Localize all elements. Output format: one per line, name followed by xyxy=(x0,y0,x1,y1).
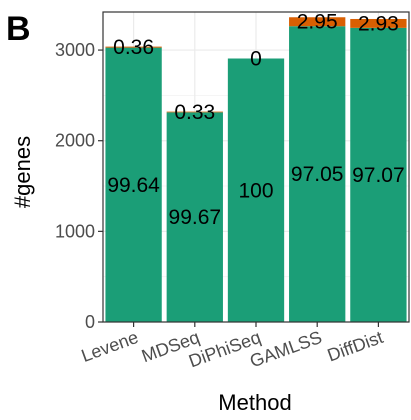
y-tick-label: 1000 xyxy=(55,221,95,241)
bar-layer xyxy=(105,17,407,323)
y-axis-title: #genes xyxy=(10,136,35,208)
y-tick-label: 0 xyxy=(85,312,95,332)
data-label: 99.67 xyxy=(169,206,222,229)
bar-diffdist-series-0 xyxy=(350,27,407,322)
data-label: 0 xyxy=(250,48,262,71)
x-tick-label: DiffDist xyxy=(325,327,386,366)
data-label: 0.36 xyxy=(113,36,154,59)
y-tick-label: 3000 xyxy=(55,40,95,60)
data-label: 100 xyxy=(238,179,273,202)
bar-levene-series-0 xyxy=(105,47,162,323)
y-tick-label: 2000 xyxy=(55,131,95,151)
bar-diphiseq-series-0 xyxy=(227,58,285,322)
bar-levene-series-1 xyxy=(105,46,162,48)
data-label: 2.93 xyxy=(358,12,399,35)
bar-mdseq-series-0 xyxy=(166,112,223,322)
data-label: 2.95 xyxy=(297,11,338,34)
panel-tag: B xyxy=(6,10,31,48)
data-label: 97.07 xyxy=(352,164,405,187)
data-label: 0.33 xyxy=(174,101,215,124)
x-axis-title: Method xyxy=(218,390,291,415)
bar-mdseq-series-1 xyxy=(166,111,223,113)
x-tick-label: Levene xyxy=(79,327,141,366)
data-label-layer: 99.64 0.36 99.67 0.33 100 0 97.05 2.95 97.07 2.93 xyxy=(107,11,404,229)
data-label: 97.05 xyxy=(291,163,344,186)
bar-gamlss-series-0 xyxy=(289,26,346,323)
bar-gamlss-series-1 xyxy=(289,17,346,27)
data-label: 99.64 xyxy=(107,174,160,197)
bar-diffdist-series-1 xyxy=(350,18,407,28)
